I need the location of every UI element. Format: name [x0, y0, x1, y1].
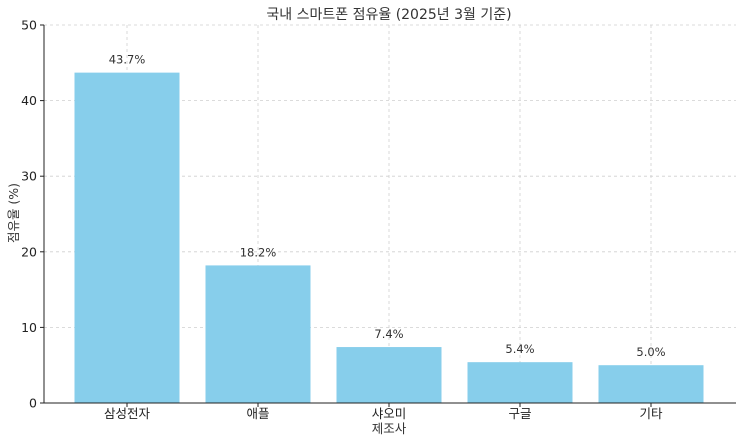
bar-value-label: 7.4% [374, 327, 403, 341]
bar-value-label: 5.4% [505, 342, 534, 356]
x-tick-label: 샤오미 [372, 406, 407, 421]
bar [205, 265, 311, 403]
y-axis-title: 점유율 (%) [6, 183, 21, 243]
bar-value-label: 5.0% [636, 345, 665, 359]
y-tick-label: 50 [21, 18, 37, 33]
bars [74, 72, 704, 404]
x-axis-title: 제조사 [372, 421, 407, 436]
bar-value-label: 43.7% [109, 53, 146, 67]
y-tick-label: 0 [29, 396, 37, 411]
bar-value-label: 18.2% [240, 245, 277, 259]
axes [40, 24, 736, 407]
bar [467, 362, 573, 403]
y-tick-label: 10 [21, 320, 37, 335]
x-tick-label: 기타 [639, 406, 663, 421]
y-tick-label: 20 [21, 244, 37, 259]
labels: 0 10 20 30 40 50 43.7% 삼성전자 18.2% 애플 7.4% 샤오미 5.4% 구글… [21, 18, 666, 422]
chart-title: 국내 스마트폰 점유율 (2025년 3월 기준) [266, 7, 511, 23]
y-tick-label: 40 [21, 93, 37, 108]
x-tick-label: 삼성전자 [104, 406, 151, 421]
bar [598, 365, 704, 403]
bar [336, 347, 442, 403]
x-tick-label: 구글 [508, 406, 531, 421]
y-tick-label: 30 [21, 169, 37, 184]
bar [74, 72, 180, 404]
x-tick-label: 애플 [246, 406, 269, 421]
